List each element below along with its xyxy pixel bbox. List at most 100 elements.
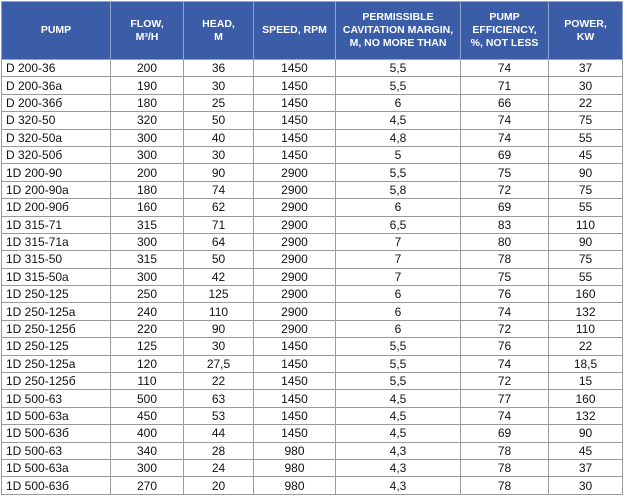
table-row: 1D 500-63a 300 24 980 4,3 78 37 — [1, 458, 623, 478]
table-cell: 30 — [183, 76, 254, 95]
table-row: 1D 250-125б 110 22 1450 5,5 72 15 — [1, 372, 623, 391]
table-cell: 90 — [183, 319, 254, 339]
table-row: 1D 315-50 315 50 2900 7 78 75 — [1, 250, 623, 269]
pump-name: 1D 250-125 — [1, 337, 111, 356]
table-cell: 75 — [548, 250, 623, 269]
table-cell: 300 — [110, 232, 184, 252]
table-cell: 500 — [110, 389, 184, 408]
table-cell: 75 — [548, 111, 623, 130]
table-cell: 75 — [548, 180, 623, 200]
header-cell: FLOW, M³/H — [110, 1, 184, 60]
table-cell: 400 — [110, 424, 184, 443]
table-row: 1D 500-63 340 28 980 4,3 78 45 — [1, 441, 623, 460]
pump-name: 1D 200-90 — [1, 163, 111, 182]
table-cell: 1450 — [253, 111, 336, 130]
table-cell: 74 — [460, 302, 549, 321]
table-cell: 160 — [110, 198, 184, 217]
table-row: 1D 315-71 315 71 2900 6,5 83 110 — [1, 215, 623, 234]
table-row: 1D 200-90 200 90 2900 5,5 75 90 — [1, 163, 623, 182]
table-cell: 6 — [335, 198, 461, 217]
table-cell: 180 — [110, 180, 184, 200]
table-cell: 63 — [183, 389, 254, 408]
table-cell: 7 — [335, 232, 461, 252]
table-cell: 160 — [548, 389, 623, 408]
table-cell: 6 — [335, 319, 461, 339]
table-cell: 62 — [183, 198, 254, 217]
table-cell: 74 — [183, 180, 254, 200]
pump-name: D 200-36б — [1, 93, 111, 113]
header-cell: PUMP — [1, 1, 111, 60]
table-cell: 5,5 — [335, 58, 461, 78]
table-cell: 160 — [548, 285, 623, 304]
pump-name: D 200-36a — [1, 76, 111, 95]
table-cell: 4,5 — [335, 406, 461, 426]
table-cell: 15 — [548, 372, 623, 391]
table-cell: 69 — [460, 424, 549, 443]
pump-name: 1D 500-63 — [1, 389, 111, 408]
table-cell: 22 — [183, 372, 254, 391]
table-cell: 74 — [460, 58, 549, 78]
table-cell: 78 — [460, 441, 549, 460]
table-cell: 340 — [110, 441, 184, 460]
table-cell: 74 — [460, 406, 549, 426]
table-cell: 72 — [460, 180, 549, 200]
pump-name: 1D 250-125б — [1, 372, 111, 391]
table-cell: 1450 — [253, 424, 336, 443]
table-cell: 1450 — [253, 76, 336, 95]
table-cell: 450 — [110, 406, 184, 426]
table-row: 1D 250-125б 220 90 2900 6 72 110 — [1, 319, 623, 339]
table-cell: 45 — [548, 441, 623, 460]
table-row: 1D 250-125a 120 27,5 1450 5,5 74 18,5 — [1, 354, 623, 374]
table-cell: 1450 — [253, 372, 336, 391]
table-cell: 50 — [183, 250, 254, 269]
table-cell: 300 — [110, 145, 184, 165]
table-cell: 1450 — [253, 354, 336, 374]
table-cell: 315 — [110, 215, 184, 234]
table-cell: 6 — [335, 302, 461, 321]
table-row: D 200-36б 180 25 1450 6 66 22 — [1, 93, 623, 113]
table-cell: 27,5 — [183, 354, 254, 374]
table-cell: 64 — [183, 232, 254, 252]
table-row: D 200-36 200 36 1450 5,5 74 37 — [1, 58, 623, 78]
pump-name: 1D 500-63 — [1, 441, 111, 460]
table-cell: 4,3 — [335, 441, 461, 460]
table-cell: 55 — [548, 128, 623, 147]
header-cell: PUMP EFFICIENCY, %, NOT LESS — [460, 1, 549, 60]
table-cell: 980 — [253, 476, 336, 495]
table-cell: 5,5 — [335, 163, 461, 182]
table-cell: 42 — [183, 267, 254, 287]
table-cell: 7 — [335, 250, 461, 269]
pump-name: 1D 315-50a — [1, 267, 111, 287]
table-cell: 30 — [548, 476, 623, 495]
table-cell: 77 — [460, 389, 549, 408]
table-cell: 5,8 — [335, 180, 461, 200]
table-cell: 1450 — [253, 389, 336, 408]
table-cell: 37 — [548, 58, 623, 78]
table-cell: 110 — [548, 215, 623, 234]
table-cell: 200 — [110, 58, 184, 78]
table-cell: 90 — [548, 232, 623, 252]
table-cell: 200 — [110, 163, 184, 182]
table-row: 1D 200-90a 180 74 2900 5,8 72 75 — [1, 180, 623, 200]
table-cell: 90 — [183, 163, 254, 182]
table-row: 1D 200-90б 160 62 2900 6 69 55 — [1, 198, 623, 217]
table-cell: 69 — [460, 198, 549, 217]
table-cell: 2900 — [253, 285, 336, 304]
table-cell: 5,5 — [335, 76, 461, 95]
table-cell: 132 — [548, 406, 623, 426]
table-cell: 78 — [460, 476, 549, 495]
table-cell: 980 — [253, 458, 336, 478]
table-cell: 55 — [548, 198, 623, 217]
table-cell: 50 — [183, 111, 254, 130]
pump-name: 1D 500-63б — [1, 424, 111, 443]
table-cell: 74 — [460, 354, 549, 374]
table-body: D 200-36 200 36 1450 5,5 74 37 D 200-36a 190 30 14… — [1, 58, 623, 495]
table-cell: 22 — [548, 337, 623, 356]
table-cell: 2900 — [253, 215, 336, 234]
table-cell: 2900 — [253, 302, 336, 321]
table-row: D 320-50a 300 40 1450 4,8 74 55 — [1, 128, 623, 147]
pump-name: 1D 250-125б — [1, 319, 111, 339]
table-cell: 74 — [460, 128, 549, 147]
table-cell: 45 — [548, 145, 623, 165]
